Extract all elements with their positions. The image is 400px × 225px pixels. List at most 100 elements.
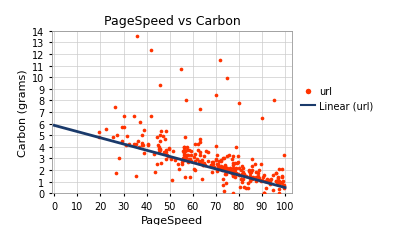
Point: [261, 192, 268, 195]
Point: [182, 175, 188, 179]
Point: [163, 149, 169, 152]
Point: [276, 187, 282, 191]
Point: [221, 167, 227, 171]
Point: [219, 166, 226, 170]
Point: [264, 179, 271, 183]
Point: [185, 153, 191, 157]
Point: [215, 167, 222, 170]
Point: [214, 170, 220, 173]
Y-axis label: Carbon (grams): Carbon (grams): [18, 69, 28, 156]
Point: [277, 181, 284, 185]
Point: [235, 155, 241, 158]
Point: [162, 157, 169, 161]
Point: [131, 142, 138, 146]
Point: [245, 181, 252, 184]
Point: [168, 157, 174, 160]
Point: [272, 172, 279, 175]
Point: [183, 146, 190, 149]
Point: [170, 149, 177, 153]
Point: [240, 166, 246, 170]
Point: [180, 151, 187, 155]
Point: [195, 142, 202, 146]
Point: [264, 177, 270, 181]
Point: [222, 164, 228, 168]
Point: [239, 164, 245, 168]
Point: [230, 155, 236, 159]
Point: [230, 169, 236, 173]
Point: [270, 188, 276, 192]
Point: [103, 127, 110, 131]
Point: [261, 192, 268, 195]
Point: [213, 167, 220, 171]
Point: [183, 99, 189, 103]
Point: [213, 157, 220, 161]
Point: [188, 154, 194, 157]
Point: [249, 169, 255, 172]
Point: [154, 136, 161, 139]
Point: [279, 174, 286, 178]
Point: [201, 154, 207, 158]
Point: [232, 172, 238, 175]
Point: [246, 179, 253, 183]
Point: [222, 173, 228, 176]
Point: [228, 171, 235, 175]
Point: [200, 163, 206, 166]
Point: [210, 165, 217, 169]
Point: [236, 173, 242, 177]
Point: [232, 161, 238, 165]
Point: [280, 154, 287, 157]
Point: [136, 145, 143, 149]
Point: [162, 137, 168, 141]
Point: [232, 167, 238, 171]
Point: [163, 151, 169, 154]
Point: [156, 151, 162, 154]
Point: [198, 159, 205, 162]
Point: [175, 167, 182, 171]
Point: [187, 158, 194, 161]
Point: [226, 154, 233, 157]
Point: [232, 167, 238, 171]
Point: [238, 178, 244, 181]
Point: [234, 162, 240, 165]
Point: [139, 143, 146, 147]
Point: [158, 129, 164, 133]
Point: [192, 160, 199, 163]
X-axis label: PageSpeed: PageSpeed: [141, 215, 203, 225]
Point: [145, 142, 151, 146]
Point: [214, 162, 221, 166]
Point: [248, 170, 254, 174]
Point: [123, 144, 130, 148]
Point: [185, 161, 191, 164]
Point: [207, 163, 214, 167]
Point: [248, 175, 254, 179]
Point: [247, 176, 253, 180]
Point: [241, 173, 248, 176]
Point: [228, 157, 235, 161]
Point: [145, 143, 151, 147]
Point: [230, 192, 236, 195]
Point: [178, 160, 185, 164]
Point: [220, 166, 226, 170]
Point: [158, 162, 165, 165]
Point: [175, 162, 181, 166]
Point: [213, 93, 219, 97]
Point: [200, 163, 206, 167]
Point: [155, 144, 162, 148]
Point: [194, 148, 201, 152]
Point: [156, 145, 162, 149]
Point: [220, 156, 227, 160]
Point: [215, 164, 222, 168]
Point: [222, 165, 228, 169]
Point: [126, 142, 132, 146]
Point: [191, 155, 198, 159]
Point: [184, 154, 190, 157]
Point: [236, 166, 242, 170]
Point: [197, 138, 204, 142]
Point: [133, 143, 140, 147]
Point: [270, 99, 277, 103]
Point: [166, 146, 172, 150]
Point: [199, 162, 205, 166]
Point: [198, 160, 204, 163]
Point: [133, 175, 139, 178]
Point: [215, 167, 221, 171]
